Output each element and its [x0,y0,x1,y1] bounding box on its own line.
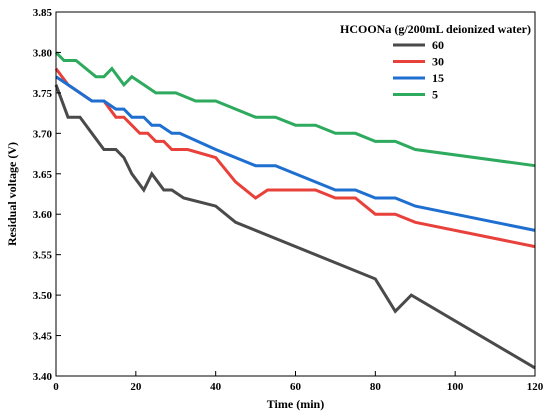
legend-label-60: 60 [432,38,444,52]
y-tick-label: 3.65 [33,169,53,181]
y-tick-label: 3.70 [33,128,53,140]
x-tick-label: 100 [447,381,464,393]
x-axis-title: Time (min) [267,397,324,411]
legend-title: HCOONa (g/200mL deionized water) [340,22,531,36]
x-tick-label: 40 [210,381,222,393]
y-tick-label: 3.40 [33,371,53,383]
legend-label-30: 30 [432,55,444,69]
legend: HCOONa (g/200mL deionized water) 60 30 15 5 [340,22,531,102]
y-tick-label: 3.85 [33,7,53,19]
plot-frame [55,11,536,377]
y-tick-label: 3.55 [33,250,53,262]
x-tick-label: 120 [527,381,544,393]
legend-label-5: 5 [432,88,438,102]
series-line-30 [54,67,536,249]
y-axis-title: Residual voltage (V) [5,142,19,246]
x-tick-label: 80 [370,381,382,393]
axis-ticks: 0 20 40 60 80 100 120 3.40 3.45 3.50 3.55 3.60 3.65 3… [33,7,544,393]
x-tick-label: 60 [290,381,302,393]
series-line-5 [54,51,536,168]
x-tick-label: 0 [53,381,59,393]
legend-label-15: 15 [432,71,444,85]
y-tick-label: 3.45 [33,331,53,343]
series-line-15 [55,75,536,232]
y-tick-label: 3.60 [33,209,53,221]
y-tick-label: 3.50 [33,290,53,302]
x-tick-label: 20 [130,381,142,393]
y-tick-label: 3.80 [33,47,53,59]
series-line-60 [54,84,536,370]
y-tick-label: 3.75 [33,88,53,100]
series-lines [54,51,536,370]
